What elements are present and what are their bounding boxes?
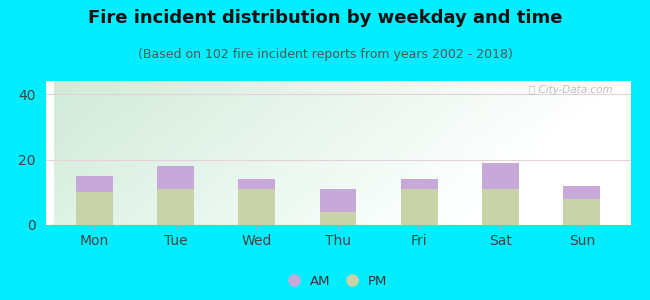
Bar — [401, 189, 437, 225]
Bar — [482, 163, 519, 189]
Text: (Based on 102 fire incident reports from years 2002 - 2018): (Based on 102 fire incident reports from… — [138, 48, 512, 61]
Text: Fire incident distribution by weekday and time: Fire incident distribution by weekday an… — [88, 9, 562, 27]
Bar — [564, 186, 600, 199]
Bar — [76, 176, 112, 192]
Bar — [482, 189, 519, 225]
Bar — [320, 189, 356, 212]
Bar — [239, 189, 275, 225]
Bar — [320, 212, 356, 225]
Bar — [157, 189, 194, 225]
Legend: AM, PM: AM, PM — [284, 270, 392, 293]
Bar — [564, 199, 600, 225]
Text: Ⓜ City-Data.com: Ⓜ City-Data.com — [529, 85, 613, 95]
Bar — [157, 166, 194, 189]
Bar — [401, 179, 437, 189]
Bar — [76, 192, 112, 225]
Bar — [239, 179, 275, 189]
